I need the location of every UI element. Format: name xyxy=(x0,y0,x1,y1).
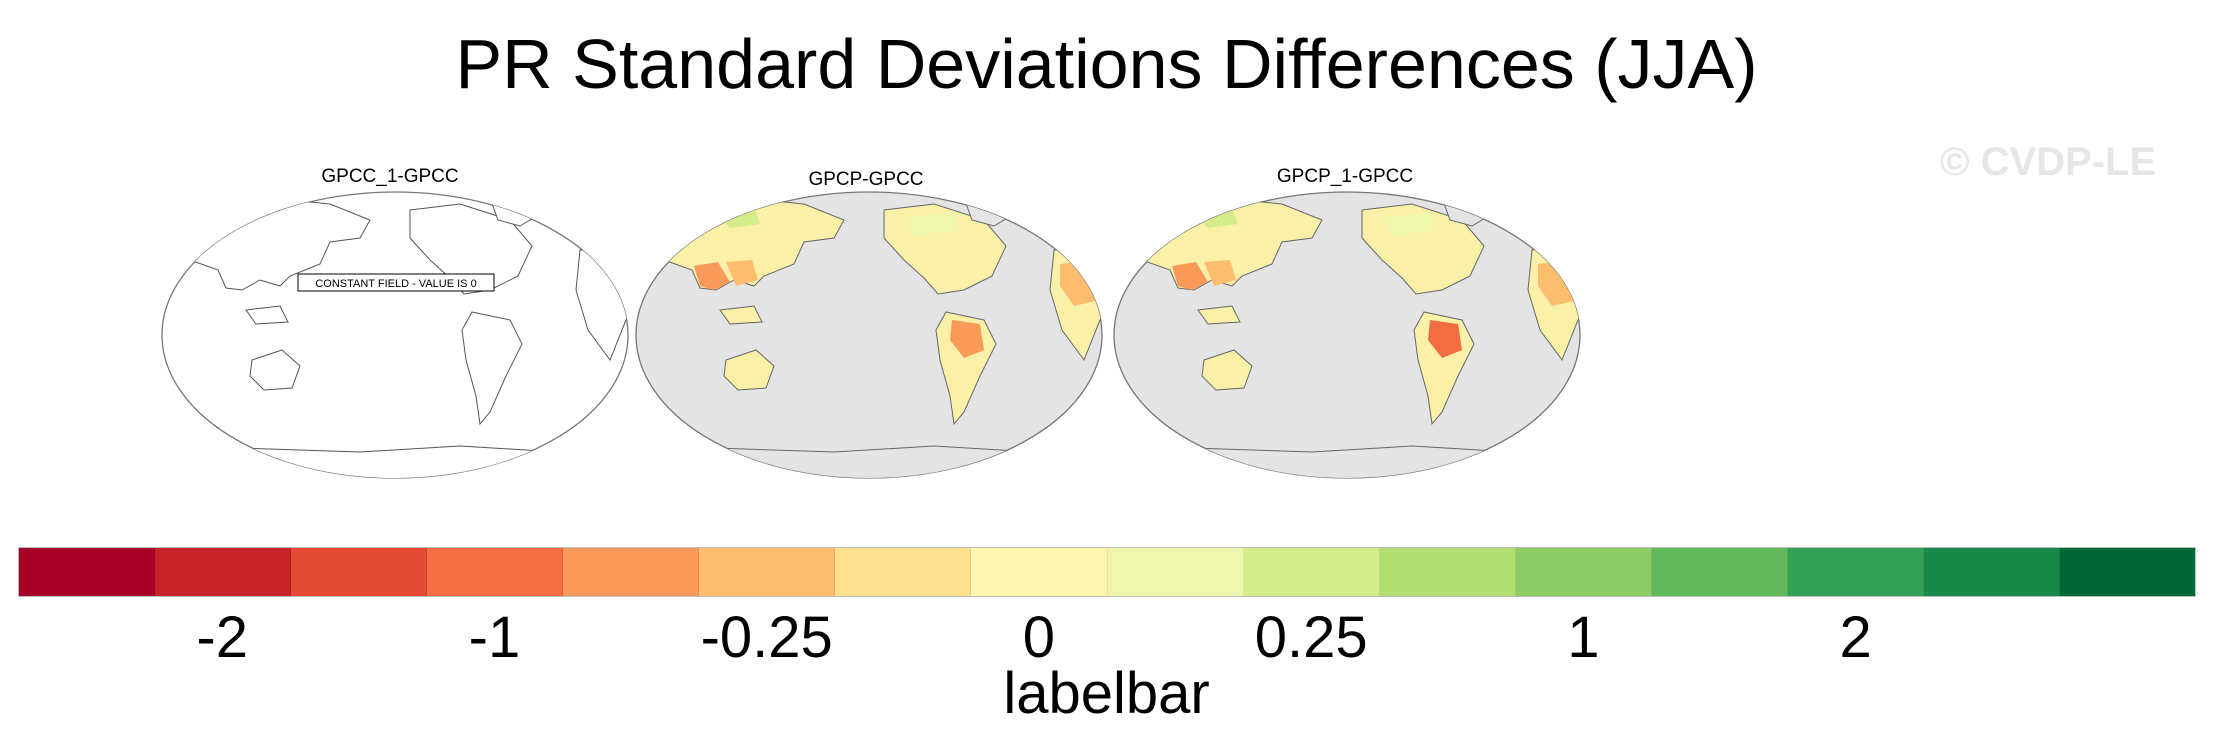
map-panel-2 xyxy=(635,191,1103,479)
colorbar-tick-label: 1 xyxy=(1567,605,1600,670)
colorbar-tick-label: 0 xyxy=(1022,605,1056,670)
land-samerica-1 xyxy=(461,311,523,426)
colorbar-box-8 xyxy=(971,548,1108,596)
colorbar-box-13 xyxy=(1651,548,1788,596)
panel-title-2: GPCP-GPCC xyxy=(808,169,924,190)
colorbar-box-11 xyxy=(1379,548,1516,596)
colorbar-box-12 xyxy=(1515,548,1652,596)
anomaly-seasia-3 xyxy=(1204,260,1236,286)
colorbar-tick-label: -2 xyxy=(196,605,248,670)
colorbar-box-14 xyxy=(1787,548,1924,596)
map-panel-3 xyxy=(1113,191,1581,479)
land-maritime-3 xyxy=(1197,305,1241,325)
watermark: © CVDP-LE xyxy=(1940,140,2157,184)
anomaly-canada-3 xyxy=(1382,212,1436,236)
colorbar xyxy=(18,547,2196,597)
colorbar-box-16 xyxy=(2059,548,2195,596)
colorbar-box-5 xyxy=(563,548,700,596)
anomaly-india-2 xyxy=(694,262,730,290)
constant-field-note: CONSTANT FIELD - VALUE IS 0 xyxy=(315,278,476,290)
colorbar-box-7 xyxy=(835,548,972,596)
land-australia-2 xyxy=(723,349,775,391)
colorbar-label: labelbar xyxy=(1003,661,1210,726)
land-maritime-1 xyxy=(245,305,289,325)
colorbar-tick-label: -1 xyxy=(468,605,521,670)
colorbar-box-2 xyxy=(155,548,292,596)
colorbar-box-1 xyxy=(19,548,156,596)
colorbar-tick-label: 2 xyxy=(1839,605,1872,670)
anomaly-canada-2 xyxy=(904,212,958,236)
anomaly-seasia-2 xyxy=(726,260,758,286)
land-maritime-2 xyxy=(719,305,763,325)
colorbar-box-15 xyxy=(1923,548,2060,596)
panel-title-3: GPCP_1-GPCC xyxy=(1276,166,1414,187)
colorbar-tick-label: 0.25 xyxy=(1254,605,1368,670)
constant-field-box xyxy=(297,273,495,292)
land-australia-3 xyxy=(1201,349,1253,391)
land-antarctica-2 xyxy=(636,445,1102,478)
land-antarctica-1 xyxy=(162,445,628,478)
anomaly-amazon-3 xyxy=(1428,320,1462,358)
anomaly-sahel-3 xyxy=(1114,236,1130,264)
colorbar-box-6 xyxy=(699,548,836,596)
map-panel-1: CONSTANT FIELD - VALUE IS 0 xyxy=(161,191,629,479)
colorbar-box-9 xyxy=(1107,548,1244,596)
colorbar-box-3 xyxy=(291,548,428,596)
colorbar-tick-label: -0.25 xyxy=(700,605,833,670)
colorbar-box-4 xyxy=(427,548,564,596)
anomaly-india-3 xyxy=(1172,262,1208,290)
figure-title: PR Standard Deviations Differences (JJA) xyxy=(455,25,1758,103)
land-australia-1 xyxy=(249,349,301,391)
anomaly-sahel-2 xyxy=(636,236,652,264)
panel-title-1: GPCC_1-GPCC xyxy=(321,166,459,187)
anomaly-amazon-2 xyxy=(950,320,984,358)
land-antarctica-3 xyxy=(1114,445,1580,478)
colorbar-box-10 xyxy=(1243,548,1380,596)
